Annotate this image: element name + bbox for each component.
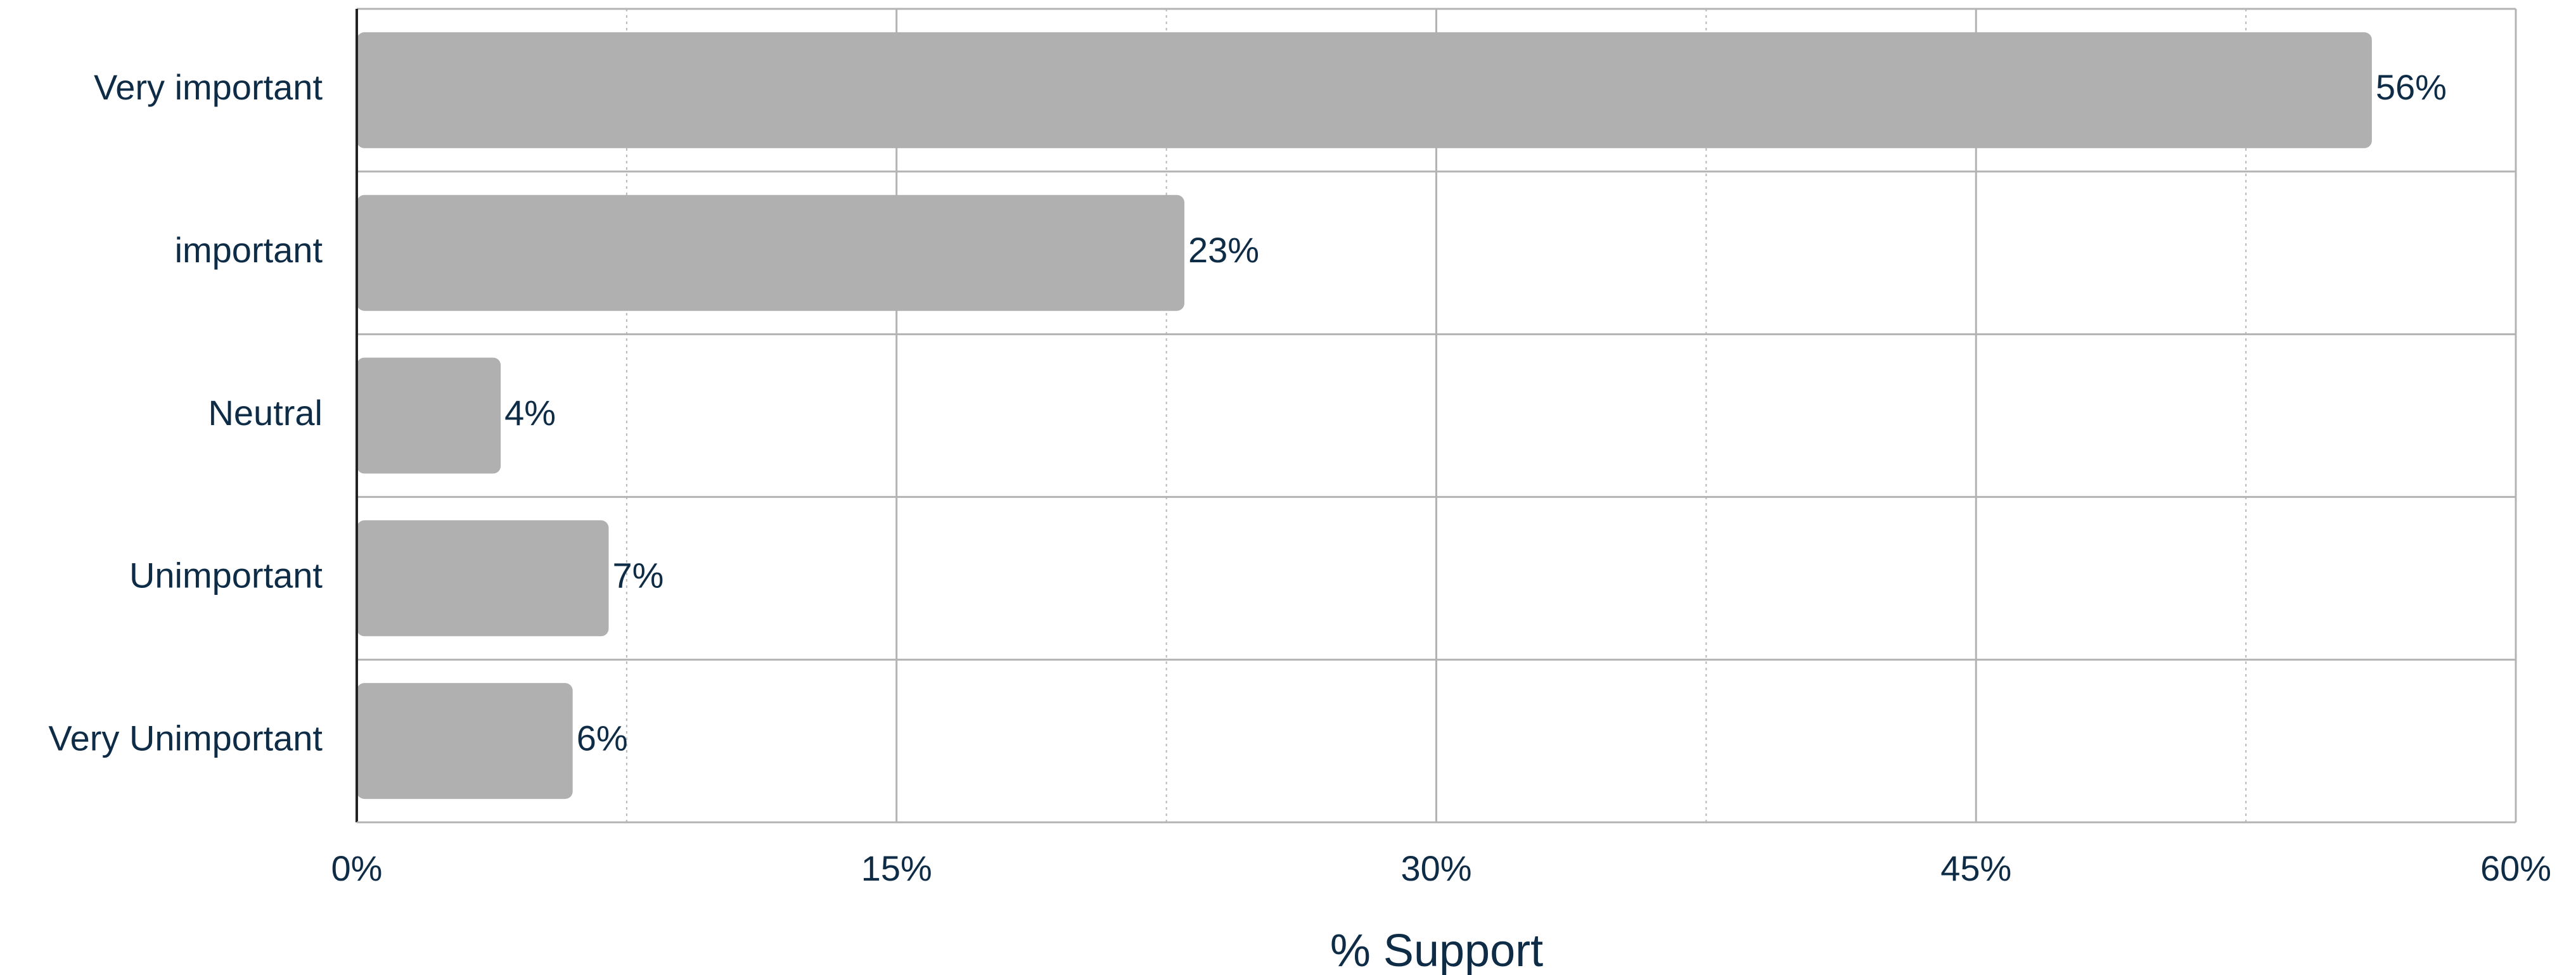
bar <box>357 194 1185 311</box>
category-label: Unimportant <box>129 556 323 596</box>
bar <box>357 683 573 800</box>
bar <box>357 520 609 637</box>
x-tick-label: 45% <box>1940 848 2011 888</box>
x-tick-label: 0% <box>331 848 383 888</box>
x-tick-label: 15% <box>861 848 932 888</box>
bar-value-label: 23% <box>1188 230 1259 270</box>
bar <box>357 32 2372 148</box>
bar-value-label: 56% <box>2376 67 2447 107</box>
x-tick-label: 30% <box>1400 848 1471 888</box>
bar-value-label: 4% <box>504 393 556 433</box>
category-label: Neutral <box>208 393 323 433</box>
category-label: Very important <box>94 67 323 107</box>
axis-layer: Very important important Neutral Unimportan… <box>48 9 2551 888</box>
x-tick-label: 60% <box>2480 848 2551 888</box>
bar-value-label: 6% <box>577 718 628 758</box>
bars-layer: 56% 23% 4% 7% 6% <box>357 32 2447 800</box>
bar <box>357 357 501 474</box>
category-label: Very Unimportant <box>48 718 323 758</box>
bar-value-label: 7% <box>612 556 663 596</box>
grid-layer <box>357 8 2517 822</box>
x-axis-title: % Support <box>1330 926 1543 975</box>
category-label: important <box>175 230 323 270</box>
